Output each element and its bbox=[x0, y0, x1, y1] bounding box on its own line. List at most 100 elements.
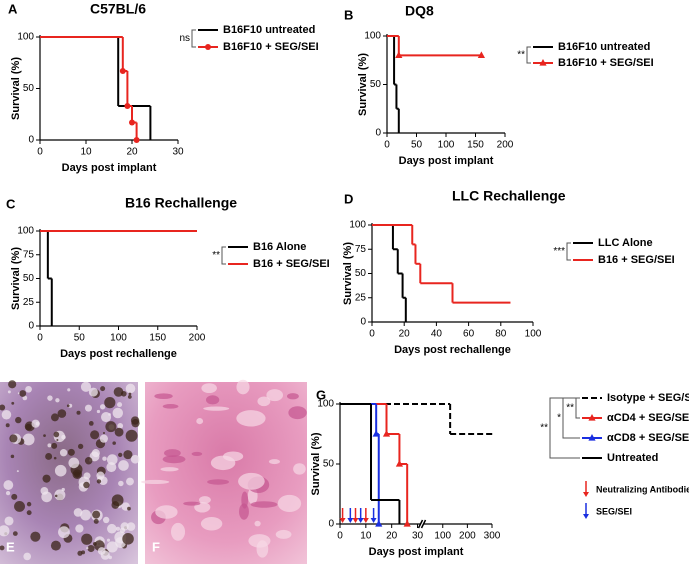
y-tick-label: 50 bbox=[323, 459, 335, 470]
legend-arrowhead bbox=[583, 492, 589, 497]
texture bbox=[256, 540, 269, 558]
significance-bracket bbox=[221, 246, 226, 265]
texture bbox=[92, 510, 101, 519]
x-tick-label: 40 bbox=[431, 329, 443, 340]
x-axis-label: Days post rechallenge bbox=[394, 344, 511, 356]
texture bbox=[5, 423, 10, 428]
data-point bbox=[372, 430, 380, 437]
texture bbox=[102, 456, 107, 461]
y-tick-label: 0 bbox=[28, 321, 34, 332]
significance-label: * bbox=[557, 413, 561, 424]
significance-label: ** bbox=[212, 250, 220, 261]
texture bbox=[99, 434, 108, 443]
data-point bbox=[403, 520, 411, 527]
legend-marker bbox=[588, 414, 596, 421]
legend-label: αCD8 + SEG/SEI bbox=[607, 432, 689, 444]
texture bbox=[75, 524, 84, 533]
texture bbox=[210, 455, 236, 471]
texture bbox=[250, 501, 278, 508]
texture bbox=[118, 460, 129, 471]
texture bbox=[236, 379, 250, 395]
texture bbox=[288, 406, 307, 420]
texture bbox=[5, 491, 11, 496]
y-tick-label: 100 bbox=[17, 226, 34, 237]
texture bbox=[126, 477, 134, 486]
data-point bbox=[477, 51, 485, 58]
x-tick-label: 100 bbox=[525, 329, 542, 340]
texture bbox=[12, 531, 18, 536]
texture bbox=[118, 452, 123, 458]
x-tick-label: 200 bbox=[189, 333, 206, 344]
x-tick-label: 20 bbox=[126, 147, 138, 158]
texture bbox=[128, 392, 132, 396]
texture bbox=[196, 418, 204, 425]
texture bbox=[154, 393, 173, 400]
texture bbox=[80, 381, 92, 392]
texture bbox=[96, 409, 101, 414]
treatment-arrowhead bbox=[362, 518, 369, 523]
panel-letter: F bbox=[152, 539, 160, 554]
data-point bbox=[129, 119, 135, 126]
texture bbox=[119, 527, 126, 534]
texture bbox=[106, 541, 118, 553]
texture bbox=[55, 398, 60, 403]
legend-label: B16 Alone bbox=[253, 241, 306, 253]
x-tick-label: 0 bbox=[37, 147, 43, 158]
texture bbox=[41, 491, 53, 503]
x-tick-label: 0 bbox=[337, 531, 343, 542]
texture bbox=[66, 404, 70, 408]
y-axis-label: Survival (%) bbox=[10, 247, 22, 310]
texture bbox=[57, 409, 67, 418]
texture bbox=[266, 389, 284, 402]
texture bbox=[112, 441, 116, 445]
texture bbox=[236, 410, 266, 427]
texture bbox=[56, 438, 59, 441]
texture bbox=[76, 410, 81, 415]
texture bbox=[3, 480, 14, 490]
data-point bbox=[119, 67, 126, 74]
y-tick-label: 75 bbox=[355, 244, 367, 255]
y-axis-label: Survival (%) bbox=[357, 53, 369, 116]
texture bbox=[277, 494, 302, 513]
texture bbox=[45, 452, 53, 460]
texture bbox=[84, 404, 92, 412]
x-tick-label: 100 bbox=[110, 333, 127, 344]
treatment-arrowhead bbox=[339, 518, 346, 523]
texture bbox=[0, 404, 6, 411]
texture bbox=[286, 393, 299, 400]
y-axis-label: Survival (%) bbox=[10, 57, 22, 120]
texture bbox=[26, 501, 32, 507]
texture bbox=[275, 529, 292, 539]
y-tick-label: 100 bbox=[317, 399, 334, 410]
x-axis-label: Days post implant bbox=[369, 546, 464, 558]
texture bbox=[80, 509, 92, 521]
texture bbox=[162, 455, 186, 464]
texture bbox=[50, 413, 59, 422]
legend-label: B16 + SEG/SEI bbox=[598, 254, 675, 266]
data-point bbox=[395, 460, 404, 467]
x-tick-label: 0 bbox=[384, 140, 390, 151]
legend-label: B16F10 untreated bbox=[558, 41, 650, 53]
legend-label: B16F10 untreated bbox=[223, 24, 315, 36]
texture bbox=[254, 520, 261, 527]
x-tick-label: 60 bbox=[463, 329, 475, 340]
significance-label: ** bbox=[540, 423, 548, 434]
x-tick-label: 200 bbox=[497, 140, 514, 151]
texture bbox=[54, 464, 67, 477]
legend-marker bbox=[205, 44, 211, 50]
y-tick-label: 25 bbox=[355, 292, 367, 303]
texture bbox=[127, 395, 132, 399]
texture bbox=[1, 409, 12, 420]
y-tick-label: 100 bbox=[364, 31, 381, 42]
y-tick-label: 0 bbox=[28, 135, 34, 146]
texture bbox=[68, 457, 80, 469]
texture bbox=[102, 516, 110, 524]
texture bbox=[19, 390, 27, 397]
texture bbox=[106, 538, 111, 542]
panel-letter: G bbox=[316, 387, 326, 402]
texture bbox=[104, 397, 116, 409]
texture bbox=[125, 429, 138, 442]
significance-bracket bbox=[562, 397, 580, 439]
x-axis-label: Days post rechallenge bbox=[60, 348, 177, 360]
